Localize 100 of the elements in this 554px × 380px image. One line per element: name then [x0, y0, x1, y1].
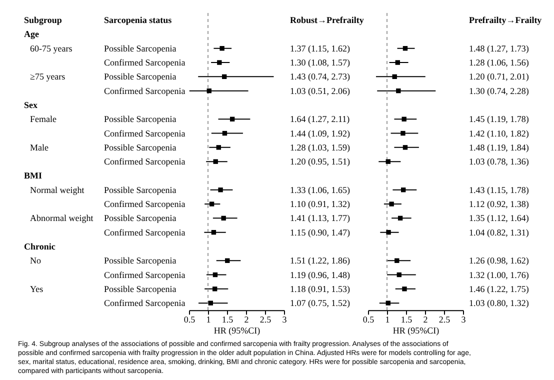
- text: ≥75 years: [30, 72, 66, 82]
- data-label: 1.44 (1.09, 1.92): [290, 128, 350, 138]
- data-label: 1.28 (1.03, 1.59): [290, 142, 350, 152]
- point: [218, 188, 223, 192]
- data-label: 1.26 (0.98, 1.62): [469, 256, 529, 266]
- y-tick-label: Confirmed Sarcopenia: [104, 298, 186, 308]
- text: Age: [24, 29, 39, 40]
- y-tick-label: Confirmed Sarcopenia: [104, 270, 186, 280]
- y-tick-label: Possible Sarcopenia: [104, 284, 176, 294]
- x-tick-label: 2.5: [438, 314, 451, 325]
- point: [402, 46, 408, 51]
- y-tick-label: Confirmed Sarcopenia: [104, 128, 186, 138]
- x-tick-label: 1.5: [400, 314, 413, 325]
- point: [221, 216, 226, 221]
- y-tick-label: Possible Sarcopenia: [104, 43, 176, 54]
- x-tick-label: 1: [385, 314, 390, 325]
- point: [392, 74, 397, 80]
- x-tick-label: 2.5: [260, 314, 272, 325]
- data-label: 1.03 (0.78, 1.36): [469, 156, 529, 167]
- y-tick-label: Confirmed Sarcopenia: [104, 156, 186, 167]
- point: [212, 286, 218, 292]
- text: Yes: [30, 284, 44, 294]
- y-axis-title: Sarcopenia status: [104, 15, 172, 26]
- point: [206, 88, 212, 94]
- y-tick-label: Possible Sarcopenia: [104, 256, 176, 266]
- y-tick-label: Confirmed Sarcopenia: [104, 86, 186, 96]
- data-label: 1.35 (1.12, 1.64): [469, 213, 529, 224]
- y-tick-label: Confirmed Sarcopenia: [104, 199, 186, 210]
- x-tick-label: 3: [461, 314, 466, 325]
- point: [398, 216, 403, 221]
- data-label: 1.04 (0.82, 1.31): [469, 227, 529, 238]
- x-tick-label: 2: [423, 314, 428, 325]
- x-tick-label: 1.5: [222, 314, 234, 325]
- data-label: 1.20 (0.71, 2.01): [469, 72, 529, 82]
- data-label: 1.43 (0.74, 2.73): [290, 72, 350, 82]
- y-tick-label: Possible Sarcopenia: [104, 213, 176, 224]
- point: [211, 230, 216, 235]
- data-label: 1.15 (0.90, 1.47): [290, 227, 350, 238]
- text: Subgroup: [24, 15, 62, 26]
- data-label: 1.33 (1.06, 1.65): [290, 184, 350, 195]
- x-tick-label: 3: [282, 314, 288, 325]
- point: [217, 60, 222, 65]
- text: Robust→Prefrailty: [290, 15, 364, 26]
- x-tick-label: 0.5: [184, 314, 196, 325]
- data-label: 1.03 (0.51, 2.06): [290, 86, 350, 96]
- y-tick-label: Confirmed Sarcopenia: [104, 58, 186, 68]
- x-tick-label: 1: [206, 314, 211, 325]
- point: [230, 116, 235, 122]
- data-label: 1.51 (1.22, 1.86): [290, 256, 350, 266]
- point: [386, 230, 391, 235]
- text: Sex: [24, 100, 38, 110]
- point: [400, 130, 406, 136]
- text: Male: [30, 142, 48, 152]
- y-tick-label: Confirmed Sarcopenia: [104, 227, 186, 238]
- data-label: 1.20 (0.95, 1.51): [290, 156, 350, 167]
- text: Female: [30, 114, 56, 124]
- data-label: 1.30 (1.08, 1.57): [290, 58, 350, 68]
- text: Abnormal weight: [30, 213, 94, 224]
- point: [401, 188, 406, 192]
- data-label: 1.64 (1.27, 2.11): [290, 114, 350, 124]
- point: [216, 145, 221, 150]
- point: [222, 130, 228, 136]
- point: [220, 46, 224, 51]
- point: [386, 300, 390, 306]
- data-label: 1.43 (1.15, 1.78): [469, 184, 529, 195]
- y-tick-label: Possible Sarcopenia: [104, 184, 176, 195]
- point: [209, 202, 214, 206]
- data-label: 1.41 (1.13, 1.77): [290, 213, 350, 224]
- point: [208, 300, 214, 306]
- point: [212, 272, 218, 278]
- data-label: 1.37 (1.15, 1.62): [290, 43, 350, 54]
- text: 60-75 years: [30, 43, 73, 54]
- point: [396, 272, 402, 278]
- data-label: 1.10 (0.91, 1.32): [290, 199, 350, 210]
- point: [225, 258, 230, 263]
- data-label: 1.28 (1.06, 1.56): [469, 58, 529, 68]
- x-axis-title: HR (95%CI): [214, 326, 260, 336]
- data-label: 1.48 (1.27, 1.73): [469, 43, 529, 54]
- data-label: 1.48 (1.19, 1.84): [469, 142, 529, 152]
- data-label: 1.18 (0.91, 1.53): [290, 284, 350, 294]
- data-label: 1.07 (0.75, 1.52): [290, 298, 350, 308]
- data-label: 1.45 (1.19, 1.78): [469, 114, 529, 124]
- point: [396, 88, 401, 94]
- x-tick-label: 0.5: [362, 314, 375, 325]
- text: BMI: [24, 170, 42, 181]
- y-tick-label: Possible Sarcopenia: [104, 142, 176, 152]
- x-tick-label: 2: [244, 314, 249, 325]
- y-tick-label: Possible Sarcopenia: [104, 72, 176, 82]
- point: [402, 116, 406, 122]
- point: [213, 159, 218, 164]
- x-axis-title: HR (95%CI): [392, 326, 440, 336]
- text: Normal weight: [30, 184, 85, 195]
- data-label: 1.32 (1.00, 1.76): [469, 270, 529, 280]
- data-label: 1.30 (0.74, 2.28): [469, 86, 529, 96]
- point: [402, 145, 408, 150]
- data-label: 1.03 (0.80, 1.32): [469, 298, 529, 308]
- y-tick-label: Possible Sarcopenia: [104, 114, 176, 124]
- point: [395, 60, 400, 65]
- data-label: 1.46 (1.22, 1.75): [469, 284, 529, 294]
- point: [386, 159, 390, 164]
